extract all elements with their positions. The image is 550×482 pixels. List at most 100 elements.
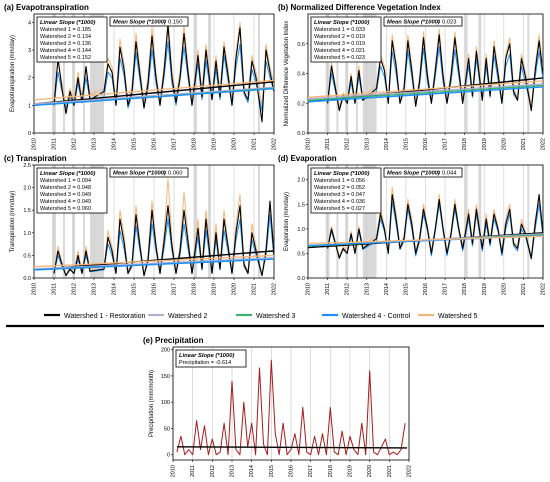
mean-slope-box (383, 16, 463, 27)
y-tick-label: 50 (164, 426, 170, 432)
y-tick-label: 0.5 (23, 253, 31, 259)
y-tick-label: 3 (28, 48, 31, 54)
x-tick-label: 2011 (190, 465, 196, 477)
data-gap-band (345, 165, 349, 278)
data-gap-band (258, 14, 260, 133)
x-tick-label: 2019 (482, 283, 488, 295)
y-tick-label: 2.5 (23, 163, 31, 169)
chart-panel-0: (a) Evapotranspiration 0 1 2 3 4 2010 2011 2012 2… (4, 3, 278, 150)
y-tick-label: 0.0 (297, 131, 305, 137)
data-gap-band (527, 165, 530, 278)
trend-line (308, 86, 543, 103)
y-tick-label: 0 (167, 453, 170, 459)
x-tick-label: 2014 (249, 465, 255, 477)
x-tick-label: 2016 (152, 283, 158, 295)
series-line (53, 178, 274, 275)
slope-box-title: Linear Slope (*1000) (314, 171, 369, 177)
data-gap-band (72, 14, 75, 133)
trend-line (308, 235, 543, 245)
y-tick-label: 1.5 (297, 202, 305, 208)
slope-box-title: Linear Slope (*1000) (179, 353, 234, 359)
y-axis-label: Precipitation (mm/month) (149, 370, 155, 437)
x-tick-label: 2010 (171, 465, 177, 477)
trend-line (34, 88, 274, 107)
x-tick-label: 2022 (541, 138, 547, 150)
slope-value: Precipitation = -0.614 (179, 360, 231, 366)
slope-value: Watershed 1 = 0.056 (314, 178, 365, 184)
x-tick-label: 2011 (325, 138, 331, 150)
data-gap-band (63, 14, 65, 133)
x-tick-label: 2011 (325, 283, 331, 295)
x-tick-label: 2022 (272, 138, 278, 150)
y-axis-label: Transpiration (mm/day) (10, 191, 16, 253)
x-tick-label: 2010 (306, 138, 312, 150)
slope-value: Watershed 2 = 0.052 (314, 185, 365, 191)
x-tick-label: 2018 (192, 283, 198, 295)
trend-line (176, 446, 408, 449)
legend-label: Watershed 3 (256, 313, 296, 320)
y-tick-label: 0.6 (297, 42, 305, 48)
series-group (308, 28, 543, 112)
slope-value: Watershed 4 = 0.144 (40, 48, 91, 54)
panel-title: (e) Precipitation (143, 336, 204, 345)
x-tick-label: 2017 (308, 465, 314, 477)
y-tick-label: 100 (161, 400, 170, 406)
x-tick-label: 2012 (72, 283, 78, 295)
x-tick-label: 2013 (92, 138, 98, 150)
y-axis-label: Evapotranspiration (mm/day) (10, 35, 16, 112)
x-tick-label: 2018 (462, 283, 468, 295)
series-line (327, 193, 543, 259)
y-tick-label: 1.5 (23, 208, 31, 214)
data-gap-band (478, 165, 482, 278)
mean-slope-title: Mean Slope (*1000) (113, 171, 166, 177)
x-tick-label: 2016 (423, 138, 429, 150)
x-tick-label: 2019 (212, 138, 218, 150)
slope-value: Watershed 3 = 0.019 (314, 41, 365, 47)
y-axis-label: Evaporation (mm/day) (284, 192, 290, 251)
x-tick-label: 2012 (345, 283, 351, 295)
x-tick-label: 2013 (364, 138, 370, 150)
trend-line (308, 84, 543, 101)
slope-value: Watershed 5 = 0.152 (40, 55, 91, 61)
data-gap-band (355, 14, 358, 133)
slope-value: Watershed 3 = 0.047 (314, 192, 365, 198)
trend-line (34, 258, 274, 271)
data-gap-band (258, 165, 260, 278)
mean-slope-value: = 0.023 (437, 20, 457, 26)
x-tick-label: 2014 (384, 283, 390, 295)
trend-line (34, 254, 274, 268)
x-tick-label: 2020 (232, 283, 238, 295)
x-tick-label: 2019 (212, 283, 218, 295)
slope-box-title: Linear Slope (*1000) (40, 20, 95, 26)
slope-value: Watershed 2 = 0.134 (40, 34, 91, 40)
x-tick-label: 2021 (521, 283, 527, 295)
series-group (34, 19, 274, 123)
y-tick-label: 2.0 (23, 186, 31, 192)
x-tick-label: 2013 (92, 283, 98, 295)
slope-value: Watershed 2 = 0.019 (314, 34, 365, 40)
x-tick-label: 2010 (32, 283, 38, 295)
x-tick-label: 2017 (172, 138, 178, 150)
mean-slope-box (383, 167, 463, 178)
panel-title: (c) Transpiration (4, 154, 67, 163)
x-tick-label: 2010 (306, 283, 312, 295)
trend-line (34, 86, 274, 105)
slope-box (175, 349, 247, 368)
slope-value: Watershed 3 = 0.049 (40, 192, 91, 198)
x-tick-label: 2010 (32, 138, 38, 150)
slope-box-title: Linear Slope (*1000) (40, 171, 95, 177)
series-group (308, 186, 543, 260)
slope-value: Watershed 5 = 0.027 (314, 206, 365, 212)
mean-slope-box (109, 16, 189, 27)
y-tick-label: 150 (161, 374, 170, 380)
data-gap-band (527, 14, 530, 133)
slope-value: Watershed 5 = 0.060 (40, 206, 91, 212)
x-tick-label: 2013 (364, 283, 370, 295)
chart-panel-3: (d) Evaporation 0.0 0.5 1.0 1.5 2.0 2010 2011 20… (278, 154, 547, 295)
legend-label: Watershed 1 - Restoration (64, 313, 146, 320)
x-tick-label: 2020 (501, 283, 507, 295)
slope-box (36, 16, 108, 63)
series-line (176, 359, 406, 456)
x-tick-label: 2021 (521, 138, 527, 150)
slope-value: Watershed 4 = 0.049 (40, 199, 91, 205)
